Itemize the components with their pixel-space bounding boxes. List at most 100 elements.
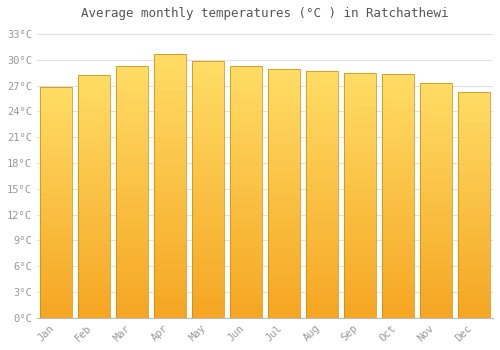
Bar: [116, 66, 148, 71]
Bar: [382, 94, 414, 99]
Bar: [344, 190, 376, 195]
Bar: [420, 271, 452, 275]
Bar: [40, 87, 72, 318]
Bar: [458, 191, 490, 196]
Bar: [116, 278, 148, 282]
Bar: [458, 205, 490, 209]
Bar: [230, 222, 262, 227]
Bar: [154, 80, 186, 85]
Bar: [40, 161, 72, 166]
Bar: [192, 103, 224, 107]
Bar: [382, 79, 414, 84]
Bar: [78, 226, 110, 231]
Bar: [230, 182, 262, 187]
Bar: [116, 71, 148, 76]
Bar: [192, 287, 224, 292]
Bar: [192, 236, 224, 241]
Bar: [382, 303, 414, 308]
Bar: [458, 241, 490, 245]
Bar: [382, 108, 414, 113]
Bar: [458, 200, 490, 205]
Bar: [154, 297, 186, 302]
Bar: [382, 157, 414, 162]
Bar: [154, 164, 186, 170]
Bar: [40, 147, 72, 152]
Bar: [116, 212, 148, 217]
Bar: [116, 242, 148, 247]
Bar: [344, 171, 376, 176]
Bar: [192, 267, 224, 272]
Bar: [192, 174, 224, 180]
Bar: [116, 308, 148, 313]
Bar: [230, 162, 262, 167]
Bar: [382, 254, 414, 259]
Bar: [420, 191, 452, 196]
Bar: [116, 293, 148, 298]
Bar: [154, 233, 186, 239]
Bar: [230, 237, 262, 242]
Bar: [306, 96, 338, 100]
Bar: [420, 210, 452, 215]
Bar: [116, 172, 148, 177]
Bar: [382, 128, 414, 133]
Bar: [382, 138, 414, 142]
Bar: [154, 101, 186, 106]
Bar: [268, 84, 300, 89]
Bar: [78, 211, 110, 216]
Bar: [420, 120, 452, 125]
Bar: [420, 163, 452, 168]
Bar: [306, 293, 338, 298]
Bar: [230, 172, 262, 177]
Title: Average monthly temperatures (°C ) in Ratchathewi: Average monthly temperatures (°C ) in Ra…: [81, 7, 448, 20]
Bar: [192, 205, 224, 210]
Bar: [306, 194, 338, 199]
Bar: [382, 308, 414, 313]
Bar: [420, 294, 452, 299]
Bar: [458, 137, 490, 141]
Bar: [306, 76, 338, 81]
Bar: [306, 303, 338, 308]
Bar: [382, 206, 414, 211]
Bar: [420, 308, 452, 313]
Bar: [230, 167, 262, 172]
Bar: [154, 175, 186, 181]
Bar: [458, 223, 490, 228]
Bar: [40, 258, 72, 262]
Bar: [458, 277, 490, 282]
Bar: [154, 307, 186, 313]
Bar: [78, 265, 110, 270]
Bar: [78, 294, 110, 299]
Bar: [154, 96, 186, 101]
Bar: [154, 112, 186, 117]
Bar: [116, 187, 148, 192]
Bar: [306, 91, 338, 96]
Bar: [116, 232, 148, 237]
Bar: [230, 187, 262, 192]
Bar: [192, 277, 224, 282]
Bar: [116, 156, 148, 162]
Bar: [458, 128, 490, 132]
Bar: [420, 130, 452, 135]
Bar: [116, 202, 148, 207]
Bar: [154, 54, 186, 318]
Bar: [420, 205, 452, 210]
Bar: [268, 99, 300, 104]
Bar: [230, 177, 262, 182]
Bar: [78, 99, 110, 104]
Bar: [458, 228, 490, 232]
Bar: [192, 246, 224, 251]
Bar: [306, 125, 338, 130]
Bar: [154, 154, 186, 159]
Bar: [382, 142, 414, 147]
Bar: [230, 101, 262, 106]
Bar: [420, 186, 452, 191]
Bar: [420, 266, 452, 271]
Bar: [78, 201, 110, 206]
Bar: [344, 92, 376, 97]
Bar: [192, 154, 224, 159]
Bar: [116, 162, 148, 167]
Bar: [458, 119, 490, 123]
Bar: [344, 288, 376, 293]
Bar: [40, 166, 72, 170]
Bar: [78, 245, 110, 250]
